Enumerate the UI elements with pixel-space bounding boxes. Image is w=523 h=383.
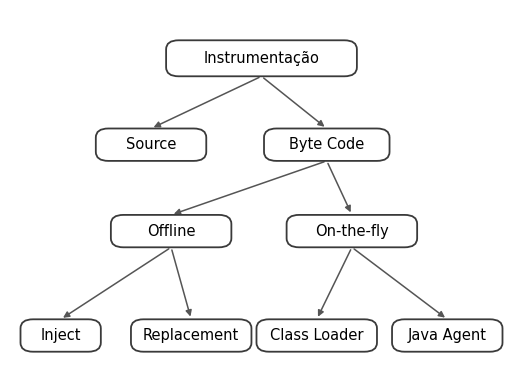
- Text: Inject: Inject: [40, 328, 81, 343]
- Text: On-the-fly: On-the-fly: [315, 224, 389, 239]
- Text: Instrumentação: Instrumentação: [203, 51, 320, 66]
- Text: Source: Source: [126, 137, 176, 152]
- FancyBboxPatch shape: [392, 319, 503, 352]
- FancyBboxPatch shape: [131, 319, 252, 352]
- FancyBboxPatch shape: [166, 40, 357, 76]
- Text: Offline: Offline: [147, 224, 196, 239]
- Text: Replacement: Replacement: [143, 328, 240, 343]
- FancyBboxPatch shape: [20, 319, 101, 352]
- FancyBboxPatch shape: [111, 215, 231, 247]
- Text: Byte Code: Byte Code: [289, 137, 365, 152]
- Text: Class Loader: Class Loader: [270, 328, 363, 343]
- FancyBboxPatch shape: [256, 319, 377, 352]
- Text: Java Agent: Java Agent: [408, 328, 487, 343]
- FancyBboxPatch shape: [264, 129, 390, 161]
- FancyBboxPatch shape: [96, 129, 206, 161]
- FancyBboxPatch shape: [287, 215, 417, 247]
